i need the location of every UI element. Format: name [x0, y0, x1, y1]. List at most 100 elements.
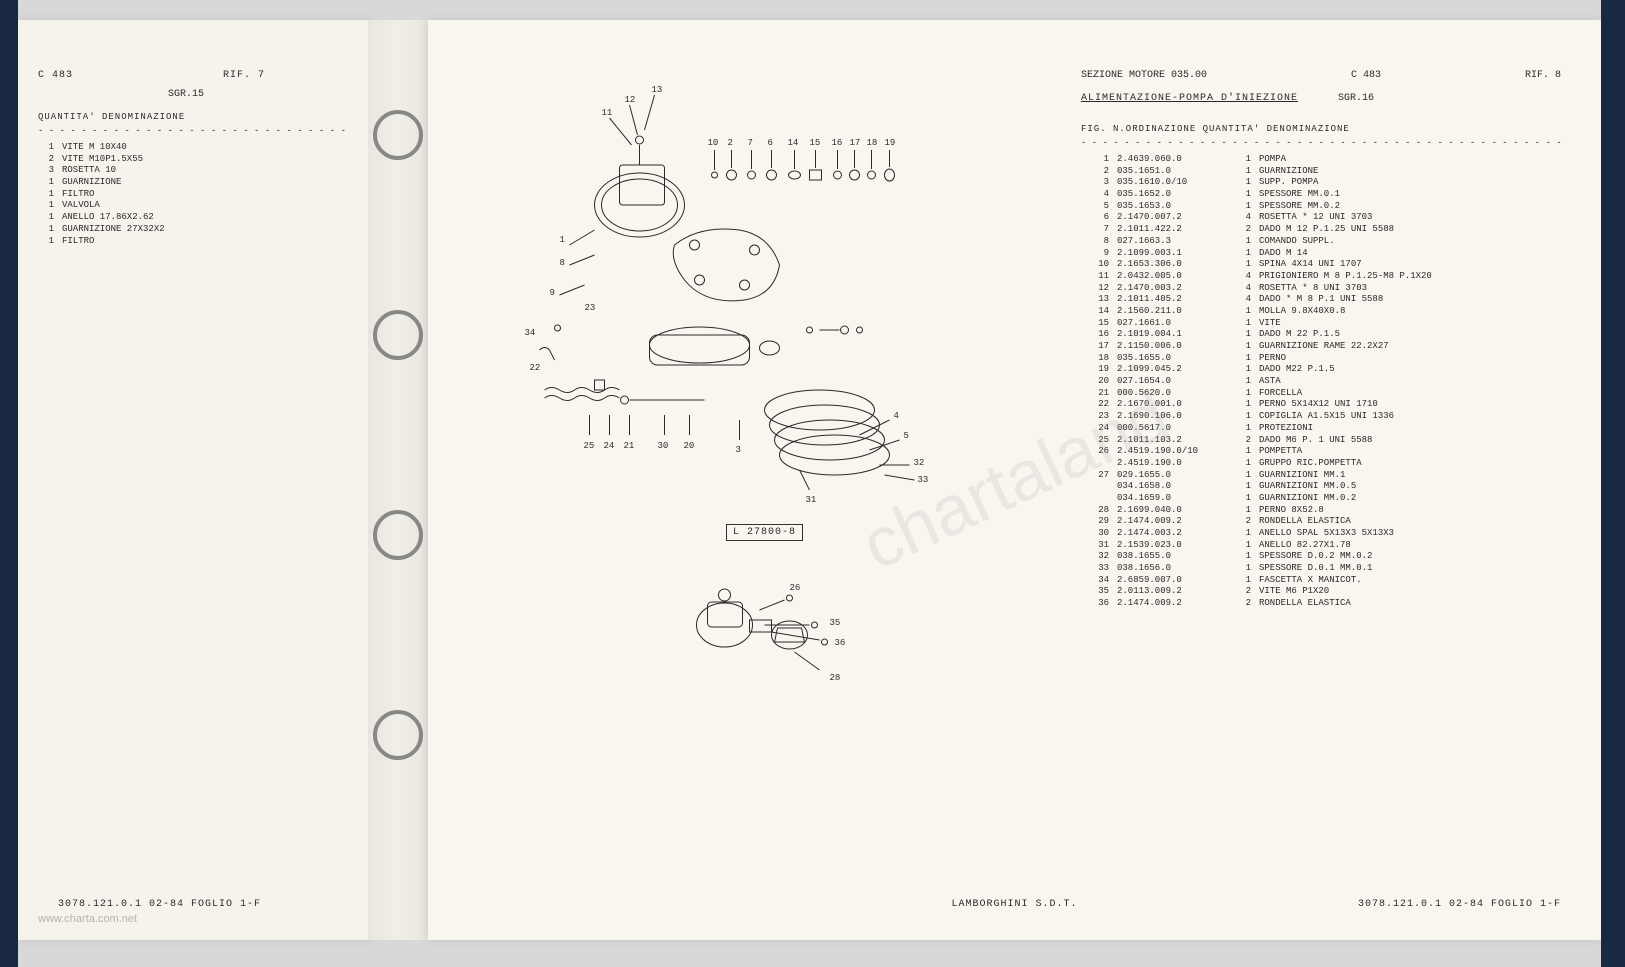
cell-ord: 038.1655.0 — [1117, 551, 1227, 563]
table-row: 132.1011.405.24DADO * M 8 P.1 UNI 5588 — [1081, 294, 1561, 306]
cell-qty: 2 — [1235, 516, 1251, 528]
table-row: 162.1019.004.11DADO M 22 P.1.5 — [1081, 329, 1561, 341]
cell-qty: 4 — [1235, 271, 1251, 283]
cell-desc: RONDELLA ELASTICA — [1259, 598, 1561, 610]
cell-ord: 035.1610.0/10 — [1117, 177, 1227, 189]
cell-fig: 11 — [1081, 271, 1109, 283]
cell-ord: 2.1011.422.2 — [1117, 224, 1227, 236]
table-row: 1FILTRO — [38, 189, 348, 201]
cell-ord: 2.4519.190.0/10 — [1117, 446, 1227, 458]
cell-ord: 2.1470.007.2 — [1117, 212, 1227, 224]
cell-desc: SPESSORE D.0.2 MM.0.2 — [1259, 551, 1561, 563]
table-row: 172.1150.006.01GUARNIZIONE RAME 22.2X27 — [1081, 341, 1561, 353]
cell-qty: 1 — [1235, 248, 1251, 260]
svg-text:30: 30 — [658, 441, 669, 451]
cell-qty: 2 — [1235, 586, 1251, 598]
cell-fig: 13 — [1081, 294, 1109, 306]
cell-ord: 2.1099.003.1 — [1117, 248, 1227, 260]
table-row: 102.1653.306.01SPINA 4X14 UNI 1707 — [1081, 259, 1561, 271]
table-row: 282.1699.040.01PERNO 8X52.8 — [1081, 505, 1561, 517]
cell-ord: 2.1011.405.2 — [1117, 294, 1227, 306]
cell-ord: 034.1659.0 — [1117, 493, 1227, 505]
table-row: 142.1560.211.01MOLLA 9.8X40X0.8 — [1081, 306, 1561, 318]
cell-ord: 027.1663.3 — [1117, 236, 1227, 248]
left-header: C 483 RIF. 7 — [38, 70, 348, 81]
cell-qty: 1 — [1235, 154, 1251, 166]
cell-ord: 2.1150.006.0 — [1117, 341, 1227, 353]
svg-text:22: 22 — [530, 363, 541, 373]
cell-fig: 8 — [1081, 236, 1109, 248]
cell-desc: DADO M 14 — [1259, 248, 1561, 260]
cell-fig: 9 — [1081, 248, 1109, 260]
table-row: 1VITE M 10X40 — [38, 142, 348, 154]
cell-fig: 30 — [1081, 528, 1109, 540]
cell-qty: 2 — [38, 154, 54, 166]
cell-desc: PERNO 5X14X12 UNI 1710 — [1259, 399, 1561, 411]
cell-desc: FORCELLA — [1259, 388, 1561, 400]
cell-ord: 2.1699.040.0 — [1117, 505, 1227, 517]
cell-qty: 1 — [1235, 575, 1251, 587]
cell-ord: 2.4639.060.0 — [1117, 154, 1227, 166]
table-row: 8027.1663.31COMANDO SUPPL. — [1081, 236, 1561, 248]
cell-fig: 23 — [1081, 411, 1109, 423]
exploded-diagram-svg: 13 12 11 10 2 7 6 14 15 16 17 18 19 1 8 … — [468, 70, 1061, 720]
cell-ord: 2.0113.009.2 — [1117, 586, 1227, 598]
cell-qty: 1 — [1235, 329, 1251, 341]
cell-fig: 14 — [1081, 306, 1109, 318]
table-row: 2.4519.190.01GRUPPO RIC.POMPETTA — [1081, 458, 1561, 470]
right-page: chartaland — [428, 20, 1601, 940]
table-row: 292.1474.009.22RONDELLA ELASTICA — [1081, 516, 1561, 528]
cell-ord: 2.1019.004.1 — [1117, 329, 1227, 341]
cell-qty: 2 — [1235, 435, 1251, 447]
table-row: 12.4639.060.01POMPA — [1081, 154, 1561, 166]
left-header-code: C 483 — [38, 70, 73, 81]
cell-desc: FASCETTA X MANICOT. — [1259, 575, 1561, 587]
cell-fig: 1 — [1081, 154, 1109, 166]
svg-text:28: 28 — [830, 673, 841, 683]
svg-text:16: 16 — [832, 138, 843, 148]
cell-fig: 19 — [1081, 364, 1109, 376]
cell-ord: 2.1690.106.0 — [1117, 411, 1227, 423]
cell-qty: 1 — [1235, 493, 1251, 505]
binder-ring — [373, 310, 423, 360]
svg-text:15: 15 — [810, 138, 821, 148]
table-row: 232.1690.106.01COPIGLIA A1.5X15 UNI 1336 — [1081, 411, 1561, 423]
cell-desc: ROSETTA * 12 UNI 3703 — [1259, 212, 1561, 224]
right-footer-right: 3078.121.0.1 02-84 FOGLIO 1-F — [1358, 899, 1561, 910]
cell-qty: 1 — [38, 236, 54, 248]
binder-container: C 483 RIF. 7 SGR.15 QUANTITA' DENOMINAZI… — [0, 0, 1625, 967]
cell-desc: ANELLO SPAL 5X13X3 5X13X3 — [1259, 528, 1561, 540]
cell-qty: 1 — [1235, 458, 1251, 470]
cell-fig: 22 — [1081, 399, 1109, 411]
right-header: SEZIONE MOTORE 035.00 C 483 RIF. 8 — [1081, 70, 1561, 81]
cell-ord: 2.1474.003.2 — [1117, 528, 1227, 540]
cell-fig: 26 — [1081, 446, 1109, 458]
cell-desc: GUARNIZIONE RAME 22.2X27 — [1259, 341, 1561, 353]
cell-qty: 1 — [1235, 411, 1251, 423]
cell-qty: 1 — [1235, 481, 1251, 493]
cell-qty: 1 — [1235, 259, 1251, 271]
cell-desc: GUARNIZIONE — [62, 177, 348, 189]
cell-ord: 2.1474.009.2 — [1117, 516, 1227, 528]
cell-desc: FILTRO — [62, 236, 348, 248]
left-footer: 3078.121.0.1 02-84 FOGLIO 1-F — [58, 899, 261, 910]
right-sgr: SGR.16 — [1338, 93, 1374, 112]
cell-fig: 3 — [1081, 177, 1109, 189]
diagram-area: 13 12 11 10 2 7 6 14 15 16 17 18 19 1 8 … — [468, 70, 1081, 920]
diagram-code-label: L 27800-8 — [726, 524, 803, 541]
cell-ord: 038.1656.0 — [1117, 563, 1227, 575]
cell-ord: 035.1655.0 — [1117, 353, 1227, 365]
cell-fig: 4 — [1081, 189, 1109, 201]
cell-fig — [1081, 458, 1109, 470]
cell-qty: 4 — [1235, 212, 1251, 224]
cell-desc: FILTRO — [62, 189, 348, 201]
binder-spine — [368, 20, 428, 940]
cell-desc: GUARNIZIONI MM.0.2 — [1259, 493, 1561, 505]
cell-ord: 035.1651.0 — [1117, 166, 1227, 178]
table-row: 27029.1655.01GUARNIZIONI MM.1 — [1081, 470, 1561, 482]
table-row: 32038.1655.01SPESSORE D.0.2 MM.0.2 — [1081, 551, 1561, 563]
table-row: 1ANELLO 17.86X2.62 — [38, 212, 348, 224]
cell-fig: 27 — [1081, 470, 1109, 482]
table-row: 034.1659.0 1 GUARNIZIONI MM.0.2 — [1081, 493, 1561, 505]
svg-text:7: 7 — [748, 138, 753, 148]
